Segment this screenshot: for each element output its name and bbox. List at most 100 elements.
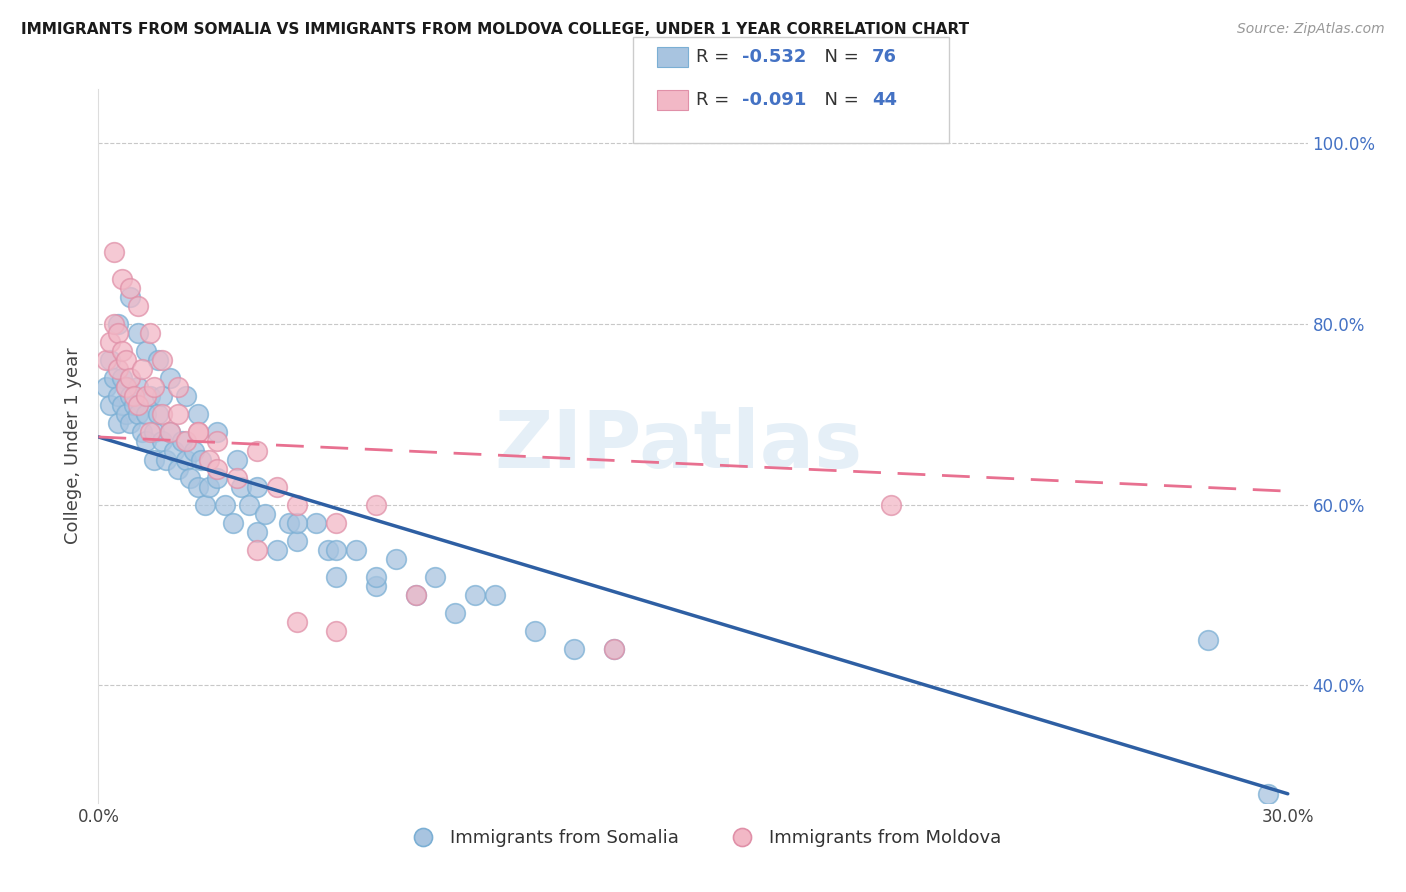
Point: [107, 326, 129, 340]
Point: [190, 452, 212, 467]
Point: [107, 417, 129, 431]
Point: [142, 425, 165, 440]
Point: [150, 408, 173, 422]
Point: [444, 606, 467, 620]
Point: [122, 398, 145, 412]
Point: [405, 588, 427, 602]
Point: [150, 434, 173, 449]
Point: [127, 299, 149, 313]
Point: [127, 398, 149, 412]
Text: R =: R =: [696, 48, 735, 66]
Point: [107, 389, 129, 403]
Point: [115, 353, 138, 368]
Point: [107, 362, 129, 376]
Point: [98, 353, 121, 368]
Point: [523, 624, 546, 639]
Point: [174, 452, 197, 467]
Point: [246, 443, 269, 458]
Point: [103, 371, 125, 385]
Point: [159, 371, 181, 385]
Point: [183, 443, 205, 458]
Point: [146, 408, 169, 422]
Point: [98, 398, 121, 412]
Point: [115, 380, 138, 394]
Point: [198, 480, 221, 494]
Point: [207, 434, 229, 449]
Point: [325, 624, 347, 639]
Point: [464, 588, 486, 602]
Point: [186, 408, 208, 422]
Point: [111, 371, 134, 385]
Point: [166, 408, 188, 422]
Point: [880, 498, 903, 512]
Point: [120, 290, 142, 304]
Point: [305, 516, 328, 530]
Point: [166, 380, 188, 394]
Point: [266, 480, 288, 494]
Point: [285, 615, 308, 629]
Point: [120, 371, 142, 385]
Point: [325, 570, 347, 584]
Point: [186, 425, 208, 440]
Point: [135, 344, 157, 359]
Point: [186, 480, 208, 494]
Point: [120, 389, 142, 403]
Point: [186, 425, 208, 440]
Point: [405, 588, 427, 602]
Text: N =: N =: [813, 91, 865, 109]
Y-axis label: College, Under 1 year: College, Under 1 year: [65, 348, 83, 544]
Point: [364, 498, 387, 512]
Point: [139, 389, 162, 403]
Point: [115, 408, 138, 422]
Point: [344, 542, 367, 557]
Point: [194, 498, 217, 512]
Text: 76: 76: [872, 48, 897, 66]
Point: [226, 452, 249, 467]
Point: [364, 570, 387, 584]
Point: [120, 417, 142, 431]
Point: [96, 380, 118, 394]
Point: [222, 516, 245, 530]
Point: [111, 272, 134, 286]
Point: [253, 507, 276, 521]
Point: [170, 434, 193, 449]
Point: [231, 480, 253, 494]
Point: [139, 326, 162, 340]
Point: [207, 425, 229, 440]
Text: N =: N =: [813, 48, 865, 66]
Point: [174, 389, 197, 403]
Point: [364, 579, 387, 593]
Point: [285, 516, 308, 530]
Point: [142, 452, 165, 467]
Point: [127, 326, 149, 340]
Legend: Immigrants from Somalia, Immigrants from Moldova: Immigrants from Somalia, Immigrants from…: [398, 822, 1008, 855]
Text: 44: 44: [872, 91, 897, 109]
Point: [122, 389, 145, 403]
Text: R =: R =: [696, 91, 735, 109]
Text: IMMIGRANTS FROM SOMALIA VS IMMIGRANTS FROM MOLDOVA COLLEGE, UNDER 1 YEAR CORRELA: IMMIGRANTS FROM SOMALIA VS IMMIGRANTS FR…: [21, 22, 969, 37]
Point: [207, 461, 229, 475]
Point: [107, 317, 129, 331]
Point: [246, 542, 269, 557]
Point: [1198, 633, 1220, 648]
Point: [159, 425, 181, 440]
Point: [103, 244, 125, 259]
Point: [325, 516, 347, 530]
Point: [127, 408, 149, 422]
Point: [246, 524, 269, 539]
Point: [285, 533, 308, 548]
Text: Source: ZipAtlas.com: Source: ZipAtlas.com: [1237, 22, 1385, 37]
Point: [318, 542, 340, 557]
Point: [266, 542, 288, 557]
Text: ZIPatlas: ZIPatlas: [495, 407, 863, 485]
Point: [98, 335, 121, 350]
Point: [146, 353, 169, 368]
Point: [111, 398, 134, 412]
Point: [131, 425, 153, 440]
Point: [166, 461, 188, 475]
Point: [150, 353, 173, 368]
Point: [135, 389, 157, 403]
Point: [325, 542, 347, 557]
Point: [603, 642, 626, 657]
Point: [163, 443, 186, 458]
